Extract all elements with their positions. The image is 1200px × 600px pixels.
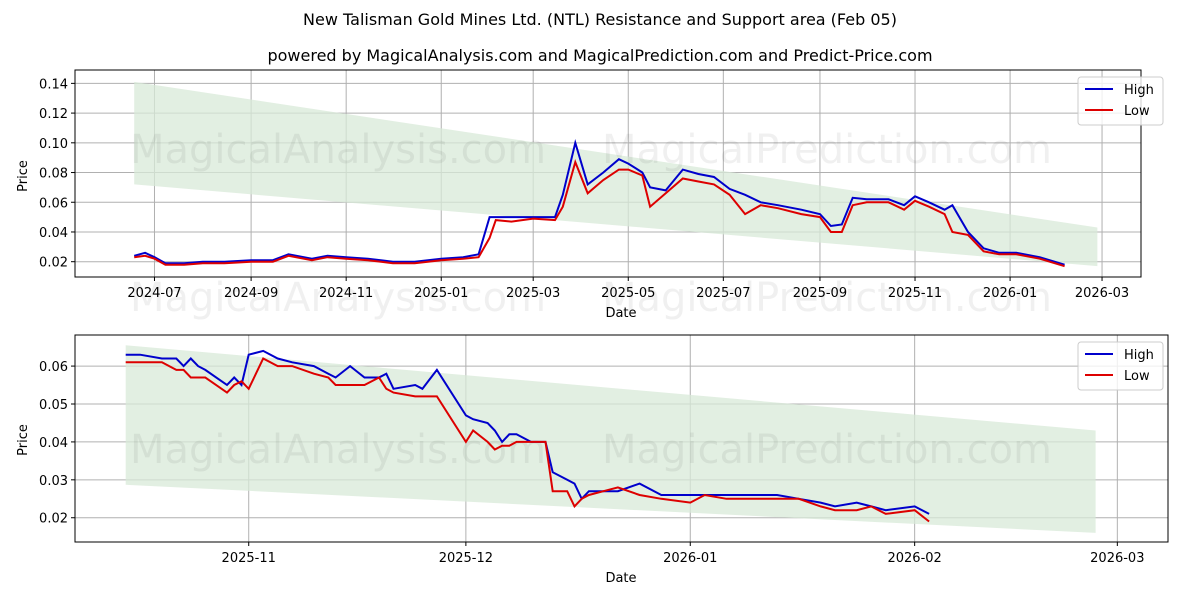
chart-subtitle: powered by MagicalAnalysis.com and Magic… bbox=[267, 46, 933, 65]
x-tick-label: 2025-05 bbox=[601, 286, 655, 301]
y-tick-label: 0.02 bbox=[39, 256, 68, 271]
bottom-chart-y-axis: 0.02 0.03 0.04 0.05 0.06 bbox=[39, 360, 75, 527]
top-chart-y-axis: 0.02 0.04 0.06 0.08 0.10 0.12 0.14 bbox=[39, 77, 75, 271]
low-price-line bbox=[125, 357, 930, 523]
x-tick-label: 2025-11 bbox=[222, 551, 276, 566]
chart-title: New Talisman Gold Mines Ltd. (NTL) Resis… bbox=[303, 10, 897, 29]
bottom-chart-support-resistance-band bbox=[125, 345, 1096, 533]
y-tick-label: 0.04 bbox=[39, 436, 68, 451]
top-chart-y-label: Price bbox=[16, 160, 31, 192]
bottom-chart-y-label: Price bbox=[16, 424, 31, 456]
legend-high-label: High bbox=[1124, 83, 1154, 98]
bottom-chart-x-axis: 2025-11 2025-12 2026-01 2026-02 2026-03 bbox=[222, 542, 1144, 566]
top-price-chart: MagicalAnalysis.com MagicalPrediction.co… bbox=[16, 69, 1164, 321]
x-tick-label: 2026-01 bbox=[663, 551, 717, 566]
x-tick-label: 2025-09 bbox=[793, 286, 847, 301]
low-price-line bbox=[134, 158, 1065, 268]
legend-low-label: Low bbox=[1124, 104, 1150, 119]
high-price-line bbox=[133, 138, 1065, 266]
watermark-prediction: MagicalPrediction.com bbox=[602, 275, 1052, 321]
x-tick-label: 2025-11 bbox=[888, 286, 942, 301]
x-tick-label: 2025-12 bbox=[439, 551, 493, 566]
x-tick-label: 2024-11 bbox=[319, 286, 373, 301]
watermark-prediction: MagicalPrediction.com bbox=[602, 427, 1052, 473]
y-tick-label: 0.05 bbox=[39, 398, 68, 413]
y-tick-label: 0.12 bbox=[39, 107, 68, 122]
x-tick-label: 2025-01 bbox=[414, 286, 468, 301]
legend-high-label: High bbox=[1124, 348, 1154, 363]
bottom-chart-frame bbox=[74, 334, 1169, 543]
x-tick-label: 2026-01 bbox=[983, 286, 1037, 301]
y-tick-label: 0.06 bbox=[39, 360, 68, 375]
top-chart-x-label: Date bbox=[605, 306, 636, 321]
top-chart-frame bbox=[74, 69, 1142, 278]
x-tick-label: 2026-03 bbox=[1075, 286, 1129, 301]
y-tick-label: 0.03 bbox=[39, 474, 68, 489]
x-tick-label: 2026-03 bbox=[1090, 551, 1144, 566]
x-tick-label: 2025-07 bbox=[696, 286, 750, 301]
y-tick-label: 0.08 bbox=[39, 167, 68, 182]
y-tick-label: 0.02 bbox=[39, 512, 68, 527]
y-tick-label: 0.14 bbox=[39, 77, 68, 92]
y-tick-label: 0.06 bbox=[39, 196, 68, 211]
top-chart-x-axis: 2024-07 2024-09 2024-11 2025-01 2025-03 2025-… bbox=[127, 277, 1129, 301]
watermark-analysis: MagicalAnalysis.com bbox=[130, 127, 546, 173]
watermark-analysis: MagicalAnalysis.com bbox=[130, 275, 546, 321]
legend-low-label: Low bbox=[1124, 369, 1150, 384]
top-chart-support-resistance-band bbox=[134, 81, 1098, 267]
watermark-prediction: MagicalPrediction.com bbox=[602, 127, 1052, 173]
top-chart-legend: High Low bbox=[1077, 76, 1164, 126]
bottom-price-chart: MagicalAnalysis.com MagicalPrediction.co… bbox=[16, 334, 1169, 586]
y-tick-label: 0.04 bbox=[39, 226, 68, 241]
y-tick-label: 0.10 bbox=[39, 137, 68, 152]
watermark-analysis: MagicalAnalysis.com bbox=[130, 427, 546, 473]
bottom-chart-legend: High Low bbox=[1077, 341, 1164, 391]
x-tick-label: 2024-09 bbox=[224, 286, 278, 301]
x-tick-label: 2024-07 bbox=[127, 286, 181, 301]
x-tick-label: 2026-02 bbox=[887, 551, 941, 566]
x-tick-label: 2025-03 bbox=[506, 286, 560, 301]
bottom-chart-x-label: Date bbox=[605, 571, 636, 586]
